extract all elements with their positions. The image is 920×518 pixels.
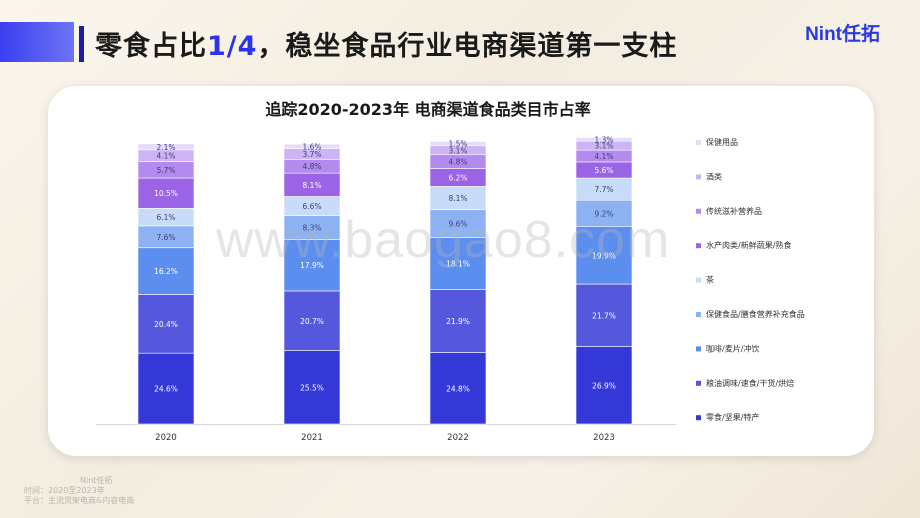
data-label: 20.4% (154, 320, 178, 329)
legend-label: 茶 (706, 275, 714, 285)
data-label: 3.1% (594, 142, 613, 151)
bar-segment (575, 137, 633, 142)
legend-swatch (696, 346, 701, 352)
x-tick-label: 2022 (447, 433, 469, 443)
data-label: 3.1% (448, 146, 467, 155)
data-label: 1.5% (448, 140, 467, 149)
data-label: 9.2% (594, 209, 613, 218)
legend-swatch (696, 277, 701, 283)
data-label: 10.5% (154, 189, 178, 198)
legend-swatch (696, 208, 701, 214)
footer-brand: Nint任拓 (80, 476, 113, 485)
data-label: 4.1% (594, 152, 613, 161)
footer-time: 时间：2020至2023年 (24, 486, 105, 495)
bar-segment (429, 209, 487, 238)
data-label: 2.1% (156, 143, 175, 152)
data-label: 1.6% (302, 142, 321, 151)
x-tick-label: 2021 (301, 433, 323, 443)
bar-segment (575, 199, 633, 228)
data-label: 4.8% (448, 158, 467, 167)
bar-segment (137, 177, 195, 209)
legend-swatch (696, 174, 701, 180)
legend-swatch (696, 140, 701, 145)
bar-segment (137, 294, 195, 354)
legend-label: 水产肉类/新鲜蔬果/熟食 (706, 240, 791, 250)
footer-notes: Nint任拓 时间：2020至2023年 平台：主流货架电商&内容电商 (24, 476, 134, 506)
legend-label: 咖啡/麦片/冲饮 (706, 343, 759, 353)
legend-label: 粮油调味/速食/干货/烘焙 (706, 378, 794, 388)
data-label: 8.1% (448, 194, 467, 203)
data-label: 7.7% (594, 185, 613, 194)
data-label: 26.9% (592, 381, 616, 390)
legend-label: 酒类 (706, 171, 722, 181)
data-label: 18.1% (446, 259, 470, 268)
data-label: 19.9% (592, 251, 616, 260)
legend-swatch (696, 415, 701, 421)
bar-segment (283, 239, 341, 292)
brand-logo: Nint任拓 (805, 24, 880, 45)
bar-segment (283, 350, 341, 425)
bar-segment (429, 237, 487, 290)
data-label: 4.1% (156, 152, 175, 161)
data-label: 1.3% (594, 135, 613, 144)
x-tick-label: 2023 (593, 433, 615, 443)
bar-segment (429, 352, 487, 425)
data-label: 21.9% (446, 317, 470, 326)
bar-segment (575, 346, 633, 425)
bar-segment (283, 143, 341, 149)
legend-swatch (696, 312, 701, 317)
data-label: 25.5% (300, 383, 324, 392)
bar-segment (137, 352, 195, 425)
data-label: 16.2% (154, 267, 178, 276)
legend-label: 保健用品 (706, 137, 738, 147)
data-label: 6.1% (156, 213, 175, 222)
bar-segment (575, 283, 633, 347)
data-label: 7.6% (156, 233, 175, 242)
data-label: 9.6% (448, 220, 467, 229)
data-label: 3.7% (302, 150, 321, 159)
chart-card: 追踪2020-2023年 电商渠道食品类目市占率 24.6% 20.4% 16.2% 7… (48, 86, 874, 456)
stacked-bar-chart: 追踪2020-2023年 电商渠道食品类目市占率 24.6% 20.4% 16.2% 7… (96, 100, 805, 443)
data-label: 6.2% (448, 173, 467, 182)
legend-label: 零食/坚果/特产 (706, 412, 759, 422)
data-label: 24.6% (154, 385, 178, 394)
data-label: 8.3% (302, 223, 321, 232)
legend-label: 保健食品/膳食营养补充食品 (706, 309, 805, 319)
data-label: 5.6% (594, 166, 613, 175)
legend-swatch (696, 243, 701, 249)
title-accent-line (79, 26, 84, 62)
bar-segment (137, 143, 195, 151)
x-tick-label: 2020 (155, 433, 177, 443)
footer-platform: 平台：主流货架电商&内容电商 (24, 496, 135, 505)
page-title: 零食占比1/4，稳坐食品行业电商渠道第一支柱 (95, 31, 678, 62)
data-label: 5.7% (156, 166, 175, 175)
data-label: 6.6% (302, 202, 321, 211)
data-label: 17.9% (300, 261, 324, 270)
legend-swatch (696, 380, 701, 386)
chart-title: 追踪2020-2023年 电商渠道食品类目市占率 (265, 100, 590, 119)
data-label: 4.8% (302, 162, 321, 171)
data-label: 8.1% (302, 181, 321, 190)
title-decor-bar (0, 22, 74, 62)
data-label: 24.8% (446, 384, 470, 393)
data-label: 20.7% (300, 317, 324, 326)
data-label: 21.7% (592, 311, 616, 320)
legend-label: 传统滋补营养品 (706, 206, 762, 216)
bar-segment (429, 289, 487, 353)
bar-segment (429, 141, 487, 147)
bar-segment (575, 226, 633, 285)
